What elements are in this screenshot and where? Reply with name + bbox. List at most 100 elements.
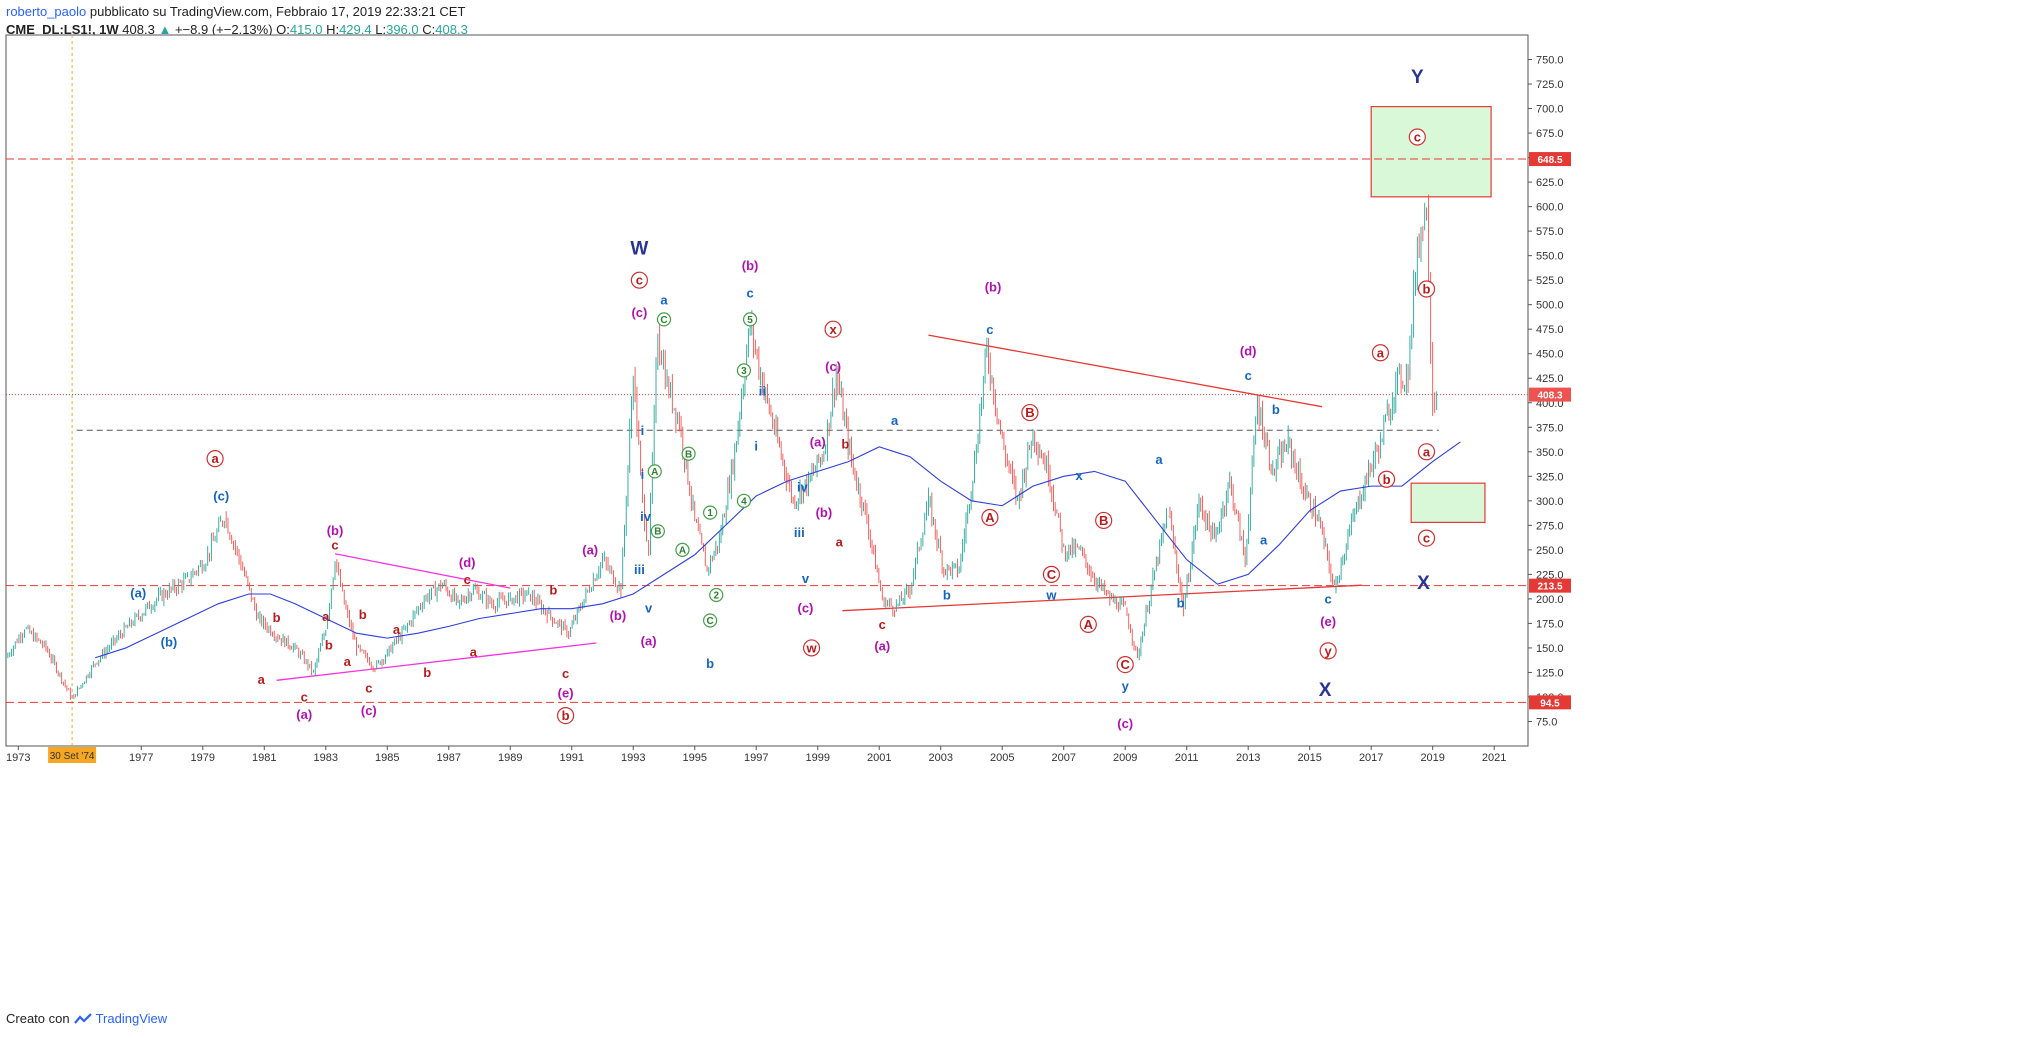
wave-label: b [1272,402,1280,417]
wave-label-circle [1095,511,1113,530]
wave-label: w [1045,588,1057,603]
wave-label: (a) [130,586,146,601]
y-tick-label: 475.0 [1536,324,1564,336]
publish-line: roberto_paolo pubblicato su TradingView.… [6,3,468,21]
wave-label: iv [640,509,652,524]
wave-label: y [1122,679,1130,694]
y-tick-label: 375.0 [1536,422,1564,434]
wave-label: b [1423,282,1431,297]
wave-label: x [829,322,837,337]
wave-label: c [1325,591,1332,606]
wave-label: b [706,656,714,671]
up-arrow-icon: ▲ [158,22,172,37]
wave-label: C [1047,567,1057,582]
open-label: O: [276,22,290,37]
wave-label-circle [703,505,718,520]
wave-label-circle [1021,403,1039,422]
x-tick-label: 2003 [928,752,952,764]
wave-label-circle [802,639,821,657]
wave-label: a [891,413,899,428]
wave-label: C [660,315,667,326]
wave-label: x [1075,468,1083,483]
wave-label: A [1084,617,1094,632]
trend-line [276,642,597,681]
footer: Creato con TradingView [6,1011,167,1026]
x-tick-label: 2013 [1236,752,1260,764]
wave-label: (c) [213,488,229,503]
y-tick-label: 200.0 [1536,594,1564,606]
date-badge [48,747,97,763]
high-value: 429.4 [339,22,372,37]
y-tick-label: 300.0 [1536,496,1564,508]
x-axis: 1973 1977 1979 1981 1983 1985 1987 1989 1991 1993… [6,746,1506,764]
y-tick-label: 175.0 [1536,618,1564,630]
wave-label: A [651,467,658,478]
close-value: 408.3 [435,22,468,37]
wave-label: y [1325,643,1333,658]
symbol-label[interactable]: CME_DL:LS1!, 1W [6,22,119,37]
footer-brand[interactable]: TradingView [95,1011,168,1026]
wave-label: a [836,535,844,550]
wave-label: b [943,588,951,603]
wave-label: (d) [1240,343,1257,358]
wave-label: a [211,451,219,466]
x-tick-label: 2019 [1420,752,1444,764]
wave-label: a [660,292,668,307]
x-tick-label: 1991 [560,752,584,764]
x-tick-label: 1993 [621,752,645,764]
wave-label: a [393,622,401,637]
wave-label: (b) [742,258,759,273]
wave-label: (e) [558,686,574,701]
wave-label: (a) [296,707,312,722]
y-tick-label: 700.0 [1536,104,1564,116]
wave-label-circle [656,312,672,327]
wave-label: X [1417,573,1430,594]
wave-label-circle [709,587,724,603]
wave-label-circle [1116,656,1134,674]
wave-label: a [1155,452,1163,467]
wave-label-circle [681,446,696,461]
y-tick-label: 275.0 [1536,520,1564,532]
y-tick-label: 725.0 [1536,79,1564,91]
wave-label: 3 [741,366,747,377]
wave-label: B [1099,513,1108,528]
wave-label: (c) [631,305,647,320]
wave-label: 5 [747,315,753,326]
wave-label: (a) [582,542,598,557]
wave-label: (c) [361,703,377,718]
x-tick-label: 2001 [867,752,891,764]
wave-label-circle [1408,128,1426,146]
author-link[interactable]: roberto_paolo [6,4,87,19]
y-tick-label: 550.0 [1536,251,1564,263]
y-tick-label: 325.0 [1536,471,1564,483]
wave-label: 2 [713,590,719,601]
price-level-badge-text: 408.3 [1537,391,1562,402]
wave-label: v [645,600,653,615]
wave-label: B [654,527,661,538]
wave-label: c [1414,130,1421,145]
wave-label: c [636,273,643,288]
chart-header: roberto_paolo pubblicato su TradingView.… [6,3,468,39]
x-tick-label: 1983 [314,752,338,764]
wave-label: 1 [707,508,713,519]
wave-label: c [1423,531,1430,546]
x-tick-label: 2021 [1482,752,1506,764]
wave-label: (b) [610,608,627,623]
wave-label: X [1319,680,1332,701]
wave-label: (b) [161,635,178,650]
publish-info: pubblicato su TradingView.com, Febbraio … [89,4,466,19]
footer-prefix: Creato con [6,1011,70,1026]
ohlc-line: CME_DL:LS1!, 1W 408.3 ▲ +−8.9 (+−2.13%) … [6,21,468,39]
y-tick-label: 450.0 [1536,349,1564,361]
last-price: 408.3 [122,22,155,37]
wave-label: b [1177,595,1185,610]
price-level-badge [1529,578,1571,593]
x-tick-label: 1973 [6,752,30,764]
wave-label: C [707,616,714,627]
wave-label: w [806,640,818,655]
wave-label: c [301,690,308,705]
x-tick-label: 2007 [1051,752,1075,764]
wave-label: a [1423,444,1431,459]
wave-label: B [1025,405,1034,420]
